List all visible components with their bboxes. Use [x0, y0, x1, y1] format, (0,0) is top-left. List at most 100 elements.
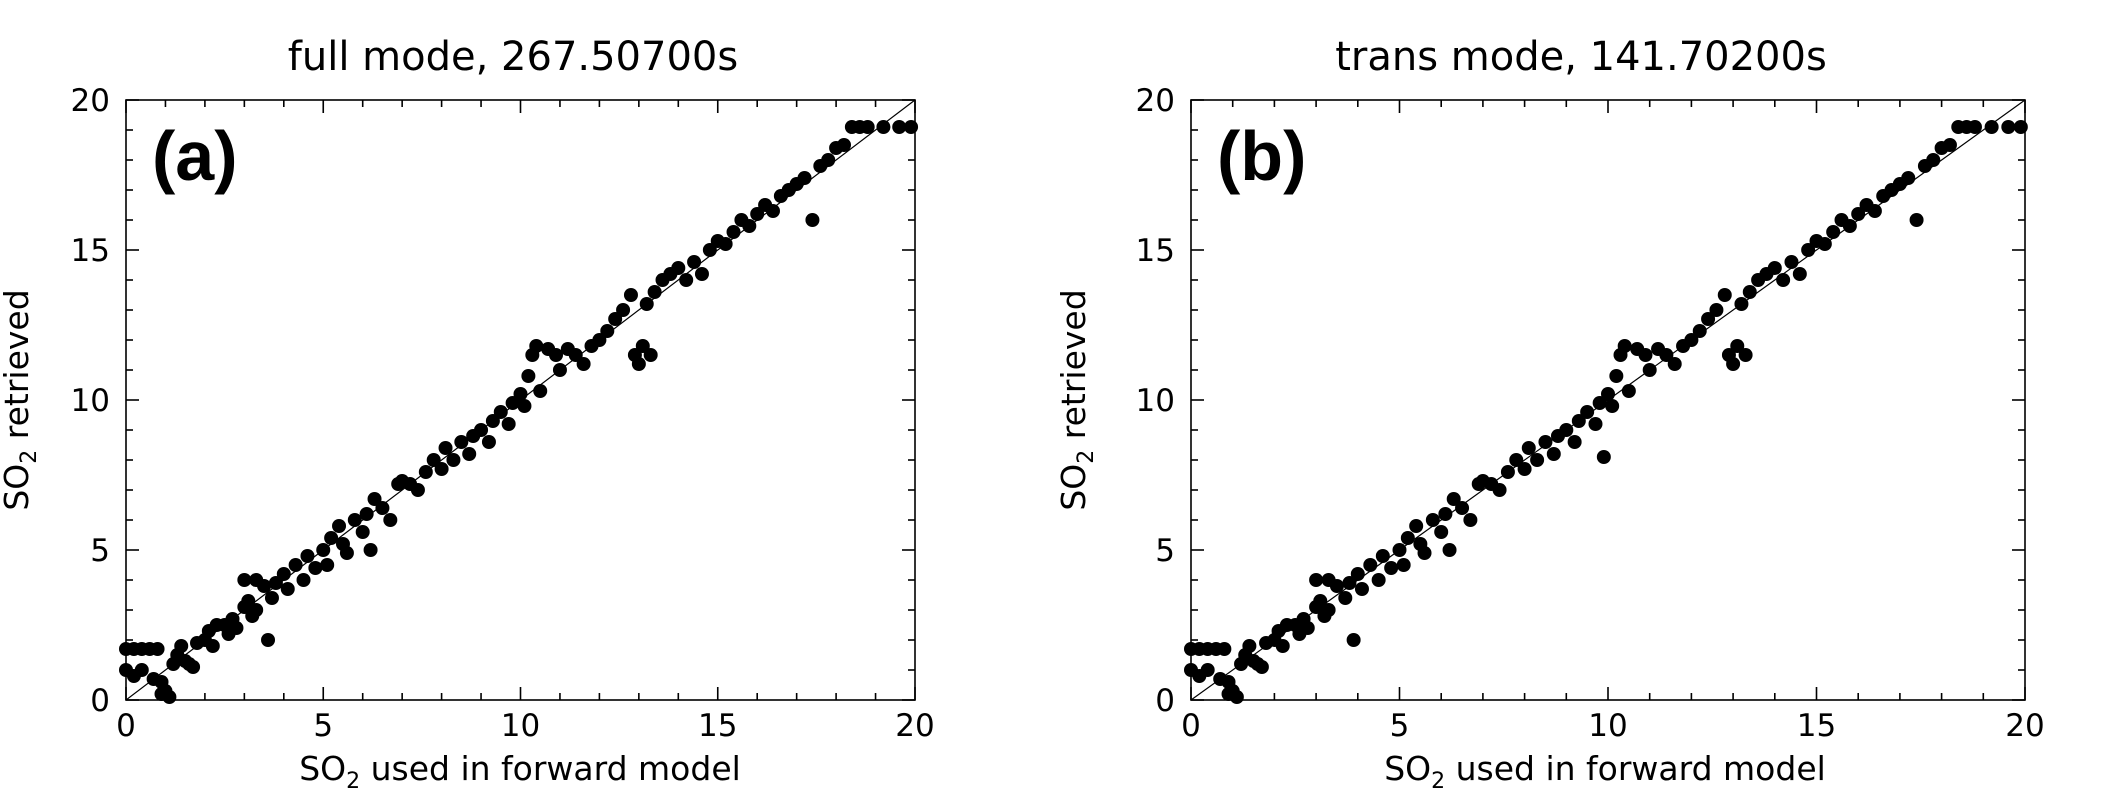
panel-a-y-axis-label: SO2 retrieved — [0, 289, 42, 510]
panel-b-ticks: 0 5 10 15 20 0 5 10 15 20 — [1136, 83, 2045, 744]
panel-a-data-point — [347, 513, 362, 527]
panel-a-data-point — [616, 303, 631, 317]
panel-b-data-point — [1400, 531, 1415, 545]
panel-b-data-point — [1363, 558, 1378, 572]
panel-b-data-point — [1609, 369, 1624, 383]
panel-b-data-point — [1346, 633, 1361, 647]
panel-b-data-point — [1621, 384, 1636, 398]
panel-b-x-label-pre: SO — [1384, 749, 1431, 788]
panel-a-y-label-sub: 2 — [17, 450, 42, 464]
panel-b-data-point — [1742, 285, 1757, 299]
panel-a-data-point — [687, 255, 702, 269]
panel-a-data-point — [608, 312, 623, 326]
panel-a-data-point — [549, 348, 564, 362]
panel-b: trans mode, 141.70200s 0 5 10 15 2005101520 … — [1054, 34, 2045, 794]
panel-b-x-tick-label: 0 — [1181, 708, 1201, 744]
panel-b-data-point — [1667, 357, 1682, 371]
panel-b-x-label-post: used in forward model — [1445, 749, 1826, 788]
panel-a-data-point — [174, 639, 189, 653]
panel-a-data-point — [821, 153, 836, 167]
panel-a-data-point — [623, 288, 638, 302]
panel-b-data-point — [1434, 525, 1449, 539]
panel-a-data-point — [647, 285, 662, 299]
panel-a-data-point — [257, 579, 272, 593]
panel-b-data-point — [1384, 561, 1399, 575]
panel-b-data-point — [1726, 357, 1741, 371]
panel-b-data-point — [1638, 348, 1653, 362]
panel-a-data-point — [892, 120, 907, 134]
panel-a-data-point — [363, 543, 378, 557]
panel-b-data-point — [1354, 582, 1369, 596]
panel-b-data-point — [1709, 303, 1724, 317]
panel-a-data-point — [904, 120, 919, 134]
panel-a-data-point — [296, 573, 311, 587]
panel-a-data-point — [462, 447, 477, 461]
panel-b-data-point — [1300, 621, 1315, 635]
panel-a-data-point — [186, 660, 201, 674]
panel-a-y-tick-label: 10 — [71, 383, 110, 419]
panel-b-data-point — [1254, 660, 1269, 674]
panel-b-data-point — [1942, 138, 1957, 152]
panel-a-data-point — [261, 633, 276, 647]
panel-a-data-point — [454, 435, 469, 449]
panel-b-data-point — [1221, 687, 1236, 701]
panel-b-data-point — [1321, 603, 1336, 617]
panel-a-data-point — [339, 546, 354, 560]
panel-a-data-point — [631, 357, 646, 371]
panel-b-data-point — [1601, 387, 1615, 401]
panel-a-y-label-pre: SO — [0, 464, 36, 511]
panel-b-y-label-pre: SO — [1054, 464, 1093, 511]
panel-a-y-tick-label: 5 — [90, 533, 110, 569]
panel-a-y-label-post: retrieved — [0, 289, 36, 449]
panel-a-title: full mode, 267.50700s — [288, 34, 738, 80]
panel-b-data-point — [1792, 267, 1807, 281]
panel-b-data-point — [1776, 273, 1791, 287]
panel-a-x-tick-label: 5 — [313, 708, 333, 744]
panel-b-y-label-sub: 2 — [1074, 450, 1099, 464]
panel-b-y-axis-label: SO2 retrieved — [1054, 289, 1099, 510]
panel-b-data-point — [1217, 642, 1232, 656]
panel-a-data-point — [300, 549, 315, 563]
panel-b-reference-line — [1190, 99, 2026, 701]
panel-b-data-point — [1463, 513, 1478, 527]
panel-a-data-point — [600, 324, 615, 338]
panel-b-x-tick-label: 20 — [2005, 708, 2044, 744]
panel-a-reference-line — [125, 99, 916, 701]
panel-a-data-point — [308, 561, 323, 575]
panel-a-data-point — [671, 261, 686, 275]
panel-a-data-point — [324, 531, 339, 545]
panel-a-data-point — [513, 387, 528, 401]
panel-a-data-point — [375, 501, 390, 515]
panel-a-data-point — [860, 120, 875, 134]
panel-a-data-point — [154, 687, 169, 701]
panel-b-label: (b) — [1217, 117, 1306, 195]
panel-b-data-point — [1538, 435, 1553, 449]
panel-b-data-point — [1309, 573, 1324, 587]
panel-b-data-point — [1692, 324, 1707, 338]
panel-b-data-point — [1492, 483, 1507, 497]
panel-a-x-tick-label: 20 — [895, 708, 934, 744]
panel-a-data-point — [643, 348, 658, 362]
panel-b-data-point — [1588, 417, 1603, 431]
panel-b-data-point — [1617, 339, 1632, 353]
panel-b-data-point — [1455, 501, 1470, 515]
panel-a-data-point — [481, 435, 496, 449]
panel-b-data-point — [1442, 543, 1457, 557]
panel-a-data-point — [320, 558, 335, 572]
panel-a-data-point — [876, 120, 891, 134]
panel-a-data-point — [694, 267, 709, 281]
panel-b-data-point — [1659, 348, 1674, 362]
panel-b-data-point — [1417, 546, 1432, 560]
panel-b-x-tick-label: 5 — [1390, 708, 1410, 744]
panel-b-data-point — [1350, 567, 1365, 581]
panel-a: full mode, 267.50700s 0 5 10 15 20 0 5 10 15 20 (… — [0, 34, 935, 794]
panel-a-points — [119, 120, 919, 704]
panel-b-data-point — [1517, 462, 1532, 476]
panel-b-data-point — [1909, 213, 1924, 227]
panel-a-x-label-pre: SO — [299, 749, 346, 788]
panel-a-data-point — [237, 573, 252, 587]
panel-b-points — [1184, 120, 2028, 704]
panel-a-plot-frame — [125, 99, 916, 701]
panel-a-label: (a) — [152, 117, 238, 195]
panel-a-x-tick-label: 0 — [116, 708, 136, 744]
